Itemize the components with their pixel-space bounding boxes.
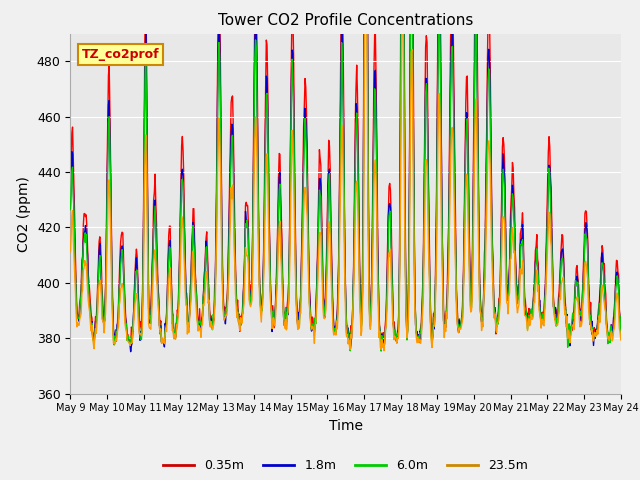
Title: Tower CO2 Profile Concentrations: Tower CO2 Profile Concentrations — [218, 13, 474, 28]
Legend: 0.35m, 1.8m, 6.0m, 23.5m: 0.35m, 1.8m, 6.0m, 23.5m — [158, 455, 533, 477]
X-axis label: Time: Time — [328, 419, 363, 433]
Text: TZ_co2prof: TZ_co2prof — [81, 48, 159, 61]
Y-axis label: CO2 (ppm): CO2 (ppm) — [17, 176, 31, 252]
